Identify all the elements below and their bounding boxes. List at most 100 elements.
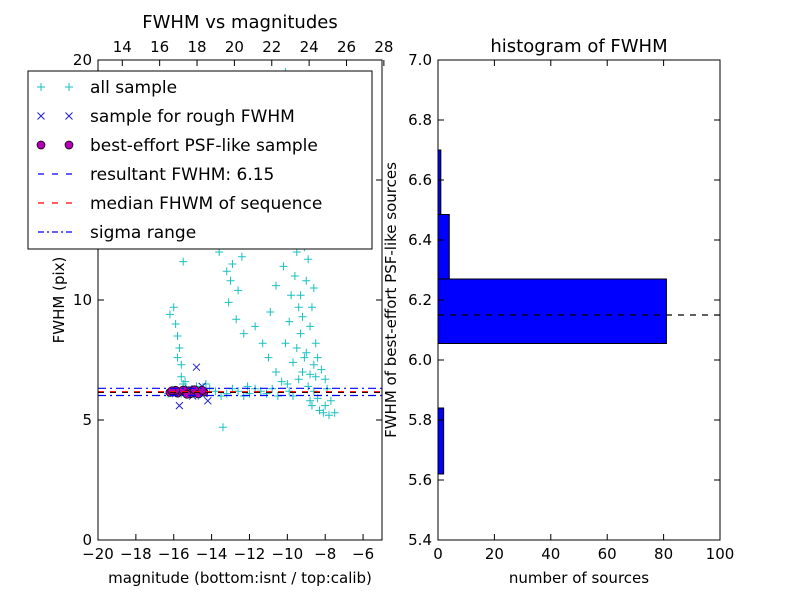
y-axis-label: FWHM (pix) [50,257,68,344]
x-tick-label: −10 [272,545,304,563]
y-tick-label: 10 [73,291,92,309]
all-sample-point [245,389,254,398]
all-sample-point [173,332,182,340]
all-sample-point [321,375,330,384]
top-tick-label: 18 [187,38,206,56]
all-sample-point [181,377,190,386]
x-axis-label: magnitude (bottom:isnt / top:calib) [108,569,372,587]
all-sample-point [258,339,267,348]
top-tick-label: 14 [113,38,132,56]
all-sample-point [290,272,299,280]
all-sample-point [330,408,339,417]
all-sample-point [289,358,298,367]
y-tick-label: 6.6 [408,171,432,189]
all-sample-point [224,298,233,307]
histogram-bar [437,278,667,344]
legend-box [27,70,373,250]
all-sample-point [222,389,231,398]
legend-label-resultant-fwhm-615: resultant FWHM: 6.15 [90,165,274,185]
chart-title: FWHM vs magnitudes [142,12,337,33]
all-sample-point [309,360,318,369]
all-sample-point [298,312,307,321]
all-sample-point [294,303,303,312]
legend-label-median-fhwm-of-sequence: median FHWM of sequence [90,194,322,214]
all-sample-point [296,329,305,338]
y-tick-label: 5.6 [408,471,432,489]
all-sample-point [169,303,178,312]
all-sample-point [228,260,237,268]
all-sample-point [281,339,290,348]
all-sample-point [226,276,235,285]
all-sample-point [201,380,210,388]
all-sample-point [177,360,186,369]
y-tick-label: 6.8 [408,111,432,129]
chart-title: histogram of FWHM [490,36,667,57]
all-sample-point [309,284,318,292]
x-axis-label: number of sources [509,569,649,587]
legend-plus-marker [65,83,73,91]
all-sample-point [298,368,307,376]
all-sample-point [177,372,186,381]
y-axis-label: FWHM of best-effort PSF-like sources [382,162,400,438]
x-tick-label: −16 [158,545,190,563]
all-sample-point [175,344,184,352]
all-sample-point [173,353,182,362]
all-sample-point [237,252,246,261]
all-sample-point [294,375,303,384]
y-tick-label: 6.0 [408,351,432,369]
y-tick-label: 5.8 [408,411,432,429]
all-sample-point [306,322,315,331]
all-sample-point [171,320,180,328]
all-sample-point [218,423,227,432]
y-tick-label: 0 [82,531,92,549]
x-tick-label: −8 [314,545,336,563]
all-sample-point [262,389,271,398]
x-tick-label: −6 [352,545,374,563]
all-sample-point [296,291,305,300]
y-tick-label: 6.4 [408,231,432,249]
top-tick-label: 16 [150,38,169,56]
legend-circle-marker [64,140,74,150]
all-sample-point [243,382,252,391]
legend-x-marker [65,112,73,120]
all-sample-point [319,408,328,417]
all-sample-point [300,353,309,362]
x-tick-label: 40 [541,545,560,563]
y-tick-label: 7.0 [408,51,432,69]
x-tick-label: 60 [598,545,617,563]
x-tick-label: 0 [433,545,443,563]
rough-fwhm-point [203,396,212,405]
top-tick-label: 22 [262,38,281,56]
x-tick-label: −12 [234,545,266,563]
all-sample-point [306,370,315,379]
all-sample-point [302,348,311,357]
histogram-bar [437,214,450,280]
all-sample-point [324,411,333,420]
legend-label-best-effort-psf-like-sample: best-effort PSF-like sample [90,136,318,156]
all-sample-point [179,257,188,266]
top-tick-label: 28 [374,38,393,56]
y-tick-label: 5 [82,411,92,429]
all-sample-point [304,255,313,264]
top-tick-label: 20 [225,38,244,56]
all-sample-point [264,353,273,362]
rough-fwhm-point [175,401,184,410]
psf-like-point [197,385,207,395]
all-sample-point [283,380,292,388]
all-sample-point [239,329,248,338]
all-sample-point [287,291,296,300]
legend-label-sigma-range: sigma range [90,223,196,243]
x-tick-label: −14 [196,545,228,563]
y-tick-label: 6.2 [408,291,432,309]
all-sample-point [311,372,320,381]
legend-circle-marker [36,140,46,150]
legend-label-sample-for-rough-fwhm: sample for rough FWHM [90,107,295,127]
rough-fwhm-point [192,363,201,372]
legend-plus-marker [37,83,45,91]
legend: all sample sample for rough FWHM best-effo… [27,70,373,250]
x-tick-label: −18 [120,545,152,563]
x-tick-label: 100 [706,545,735,563]
all-sample-point [311,339,320,348]
legend-x-marker [37,112,45,120]
